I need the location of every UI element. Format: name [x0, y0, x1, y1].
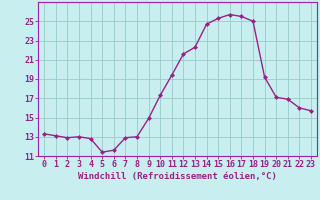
X-axis label: Windchill (Refroidissement éolien,°C): Windchill (Refroidissement éolien,°C) — [78, 172, 277, 181]
